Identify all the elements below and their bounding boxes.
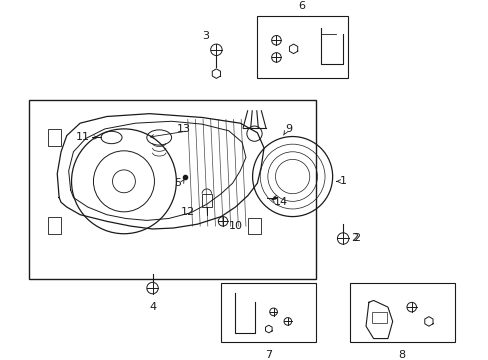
Text: 14: 14 bbox=[273, 197, 287, 207]
Bar bbox=[371, 312, 386, 323]
Bar bbox=[29, 100, 316, 279]
Text: 5: 5 bbox=[174, 178, 181, 188]
Bar bbox=[202, 194, 211, 207]
Text: 2: 2 bbox=[352, 234, 359, 243]
Text: 9: 9 bbox=[285, 124, 291, 134]
Bar bbox=[257, 17, 347, 78]
Bar bbox=[48, 129, 61, 146]
Text: 7: 7 bbox=[264, 350, 272, 360]
Text: 10: 10 bbox=[228, 221, 242, 231]
Bar bbox=[221, 283, 316, 342]
Bar bbox=[48, 217, 61, 234]
Text: 4: 4 bbox=[149, 302, 156, 312]
Text: 12: 12 bbox=[181, 207, 195, 217]
Text: 3: 3 bbox=[202, 31, 208, 41]
Text: 8: 8 bbox=[398, 350, 405, 360]
Bar bbox=[349, 283, 454, 342]
Text: 2: 2 bbox=[350, 234, 357, 243]
Text: 11: 11 bbox=[76, 132, 89, 143]
Bar bbox=[247, 219, 261, 234]
Text: 13: 13 bbox=[176, 124, 190, 134]
Text: 1: 1 bbox=[340, 176, 346, 186]
Text: 6: 6 bbox=[298, 1, 305, 11]
